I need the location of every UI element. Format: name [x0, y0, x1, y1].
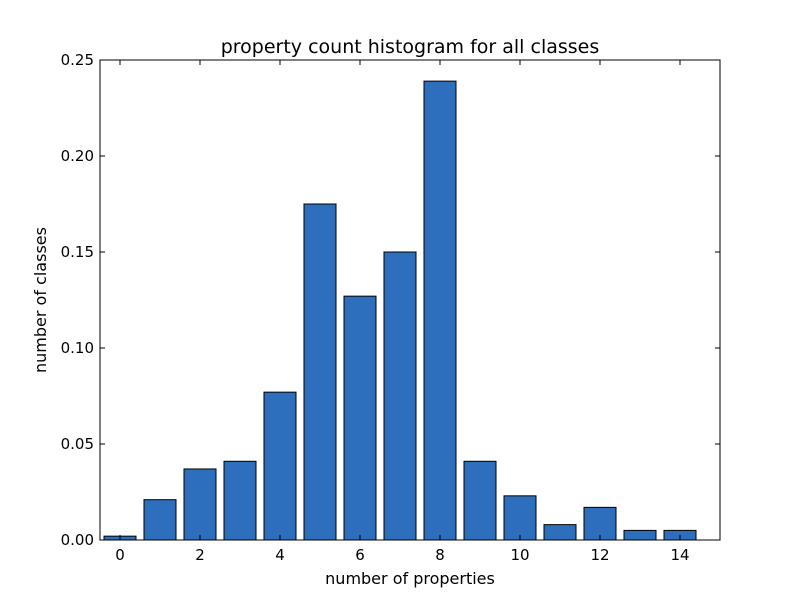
bar-9: [463, 460, 497, 541]
bar-1: [143, 499, 177, 541]
bar-12: [583, 506, 617, 541]
bar-4: [263, 391, 297, 541]
x-axis-title: number of properties: [325, 569, 495, 588]
bar-8: [423, 80, 457, 541]
bar-3: [223, 460, 257, 541]
y-tick-label: 0.00: [61, 531, 94, 549]
ticks-layer: 0 2 4 6 8 10 12 14 0.00 0.05 0.10 0.15 0.20 0.25: [61, 51, 720, 564]
x-tick-label: 6: [355, 546, 365, 564]
bar-5: [303, 203, 337, 541]
bar-10: [503, 495, 537, 541]
y-axis-title: number of classes: [31, 227, 50, 373]
bars-layer: [103, 80, 697, 541]
bar-6: [343, 295, 377, 541]
x-tick-label: 10: [510, 546, 529, 564]
bar-7: [383, 251, 417, 541]
bar-13: [623, 529, 657, 541]
bar-2: [183, 468, 217, 541]
x-tick-label: 2: [195, 546, 205, 564]
y-tick-label: 0.15: [61, 243, 94, 261]
y-tick-label: 0.05: [61, 435, 94, 453]
y-tick-label: 0.25: [61, 51, 94, 69]
y-tick-label: 0.10: [61, 339, 94, 357]
x-tick-label: 12: [590, 546, 609, 564]
plot-frame: [99, 59, 721, 541]
x-tick-label: 14: [670, 546, 689, 564]
x-tick-label: 4: [275, 546, 285, 564]
bar-11: [543, 524, 577, 541]
y-tick-label: 0.20: [61, 147, 94, 165]
chart-title: property count histogram for all classes: [221, 36, 600, 58]
x-tick-label: 8: [435, 546, 445, 564]
x-tick-label: 0: [115, 546, 125, 564]
